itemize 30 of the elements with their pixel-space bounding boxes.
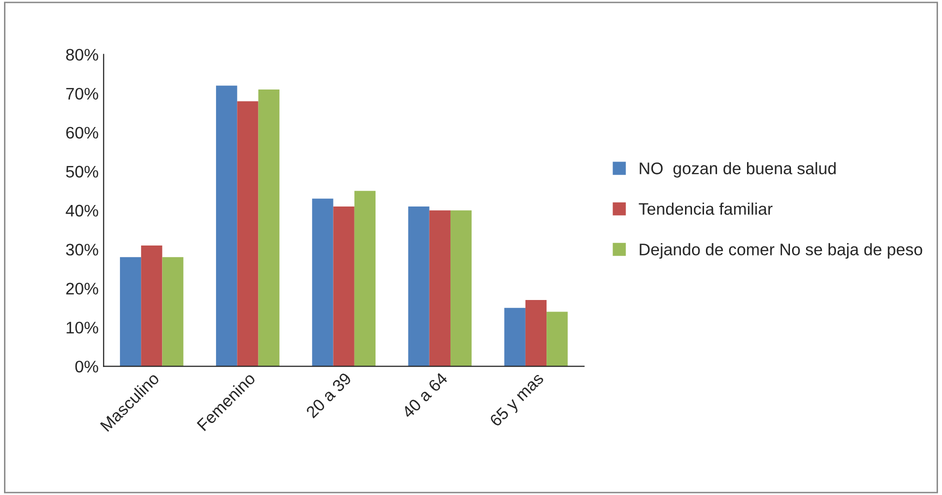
y-tick-label: 60% [66, 126, 98, 139]
x-tick-label: 20 a 39 [305, 372, 352, 419]
bar [504, 308, 526, 366]
y-tick-label: 50% [66, 166, 98, 178]
legend-label: Tendencia familiar [638, 202, 772, 215]
y-tick-label: 40% [66, 204, 98, 217]
y-tick-label: 10% [66, 322, 98, 334]
bar [333, 206, 354, 366]
bar [162, 257, 184, 366]
legend-label: NO gozan de buena salud [640, 162, 836, 178]
bar [120, 257, 142, 366]
bar [312, 198, 334, 366]
x-tick-label: 40 a 64 [401, 372, 448, 419]
bar [525, 300, 547, 366]
bar [354, 190, 376, 366]
bar [408, 206, 430, 366]
bar [429, 210, 450, 366]
legend-label: Dejando de comer No se baja de peso [640, 243, 922, 259]
y-tick-label: 0% [75, 360, 98, 373]
bar [258, 90, 280, 366]
bar [141, 245, 162, 366]
x-tick-label: 65 y mas [489, 372, 547, 430]
y-tick-label: 20% [66, 282, 98, 295]
y-tick-label: 30% [66, 244, 98, 256]
y-tick-label: 80% [66, 48, 98, 61]
bar [237, 101, 258, 366]
y-tick-label: 70% [66, 88, 98, 100]
bar [216, 86, 238, 366]
bar [546, 312, 568, 366]
bar [450, 210, 472, 366]
